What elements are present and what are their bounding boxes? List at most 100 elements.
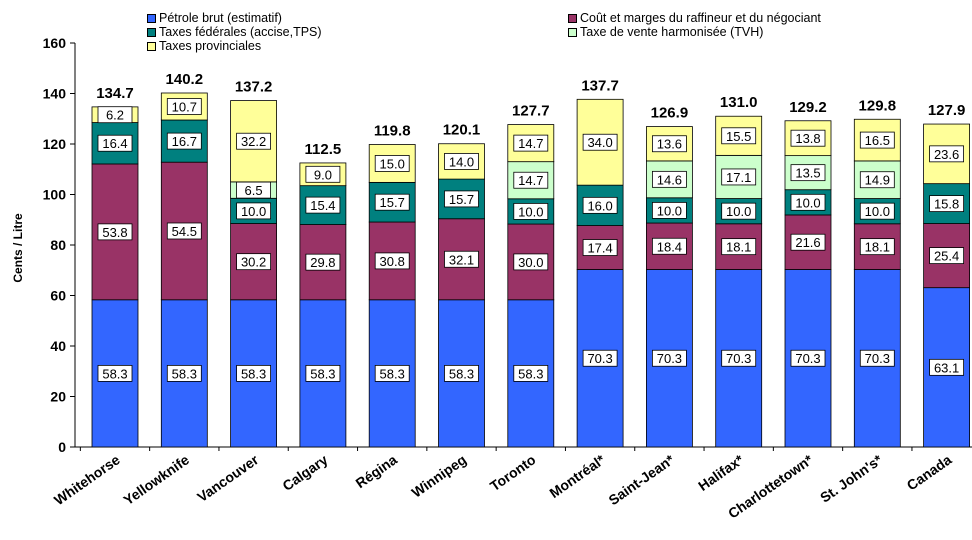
data-label-box <box>859 202 895 220</box>
data-label-box <box>721 202 757 220</box>
data-label-box <box>721 238 757 256</box>
data-label-box <box>721 127 757 145</box>
data-label: 9.0 <box>314 167 332 182</box>
data-label: 30.8 <box>380 254 405 269</box>
data-label-box <box>236 181 272 199</box>
data-label-box <box>721 349 757 367</box>
data-label-box <box>859 238 895 256</box>
legend-label-provincial: Taxes provinciales <box>159 39 262 53</box>
y-tick-label: 100 <box>43 187 67 203</box>
data-label-box <box>929 358 964 376</box>
data-label-box <box>929 195 964 212</box>
data-label: 70.3 <box>657 351 682 366</box>
total-label: 131.0 <box>720 94 758 111</box>
data-label: 16.7 <box>172 134 197 149</box>
data-label: 58.3 <box>380 366 405 381</box>
data-label-box <box>859 171 895 189</box>
legend-label-hst: Taxe de vente harmonisée (TVH) <box>580 25 764 39</box>
data-label: 18.1 <box>865 240 890 255</box>
data-label: 34.0 <box>587 135 612 150</box>
total-label: 127.7 <box>512 103 550 120</box>
data-label-box <box>166 98 202 115</box>
x-tick-label: Toronto <box>487 451 539 494</box>
legend-swatch-refiner <box>568 13 577 23</box>
data-label: 15.0 <box>380 156 405 171</box>
legend-label-federal: Taxes fédérales (accise,TPS) <box>159 25 322 39</box>
data-label: 30.2 <box>241 255 266 270</box>
data-label: 53.8 <box>102 225 127 240</box>
data-label: 17.4 <box>587 241 612 256</box>
data-label: 14.7 <box>518 136 543 151</box>
legend-swatch-provincial <box>147 41 156 51</box>
total-label: 127.9 <box>928 102 966 119</box>
data-label-box <box>97 364 133 382</box>
data-label: 30.0 <box>518 255 543 270</box>
data-label: 15.7 <box>380 195 405 210</box>
x-tick-label: St. John's* <box>817 451 885 506</box>
legend-item-provincial: Taxes provinciales <box>147 39 261 53</box>
data-label: 10.0 <box>241 204 266 219</box>
data-label-box <box>444 190 479 208</box>
total-label: 129.2 <box>789 99 827 116</box>
data-label-box <box>236 253 272 271</box>
data-label: 10.0 <box>726 204 751 219</box>
data-label: 14.0 <box>449 154 474 169</box>
data-label-box <box>305 196 341 214</box>
y-tick-label: 20 <box>50 389 66 405</box>
data-label: 16.0 <box>587 198 612 213</box>
data-label-box <box>236 364 272 382</box>
data-label: 10.0 <box>518 204 543 219</box>
legend-item-hst: Taxe de vente harmonisée (TVH) <box>568 25 763 39</box>
data-label: 6.5 <box>245 183 263 198</box>
x-tick-label: Saint-Jean* <box>605 451 677 508</box>
total-label: 129.8 <box>859 97 897 114</box>
data-label-box <box>97 223 133 241</box>
data-label-box <box>513 171 549 189</box>
data-label: 58.3 <box>310 366 335 381</box>
data-label: 70.3 <box>726 351 751 366</box>
data-label: 16.5 <box>865 133 890 148</box>
data-label-box <box>790 164 826 182</box>
data-label-box <box>652 170 687 188</box>
data-label-box <box>582 196 618 214</box>
data-label: 18.4 <box>657 239 682 254</box>
data-label-box <box>513 364 549 382</box>
data-label: 6.2 <box>106 108 124 123</box>
data-label: 10.0 <box>795 195 820 210</box>
data-label-box <box>929 145 964 163</box>
data-label-box <box>513 253 549 271</box>
data-label-box <box>374 364 410 382</box>
data-label: 10.7 <box>172 100 197 115</box>
data-label: 54.5 <box>172 224 197 239</box>
data-label-box <box>166 364 202 382</box>
total-label: 140.2 <box>166 71 204 88</box>
data-label: 15.5 <box>726 129 751 144</box>
x-tick-label: Montréal* <box>546 451 608 501</box>
y-tick-label: 60 <box>50 288 66 304</box>
data-label: 13.8 <box>795 131 820 146</box>
data-label: 23.6 <box>934 147 959 162</box>
data-label-box <box>374 155 410 172</box>
legend-item-federal: Taxes fédérales (accise,TPS) <box>147 25 322 39</box>
legend-label-crude: Pétrole brut (estimatif) <box>159 11 282 25</box>
y-tick-label: 80 <box>50 237 66 253</box>
total-label: 137.2 <box>235 79 273 96</box>
x-tick-label: Régina <box>352 451 400 491</box>
data-label: 70.3 <box>865 351 890 366</box>
data-label-box <box>859 131 895 149</box>
data-label: 21.6 <box>795 235 820 250</box>
data-label-box <box>582 239 618 256</box>
legend-swatch-crude <box>147 13 156 23</box>
y-axis-title: Cents / Litre <box>11 213 25 283</box>
legend-swatch-hst <box>568 27 577 37</box>
data-label: 14.7 <box>518 173 543 188</box>
data-label-box <box>652 237 687 255</box>
x-tick-label: Yellowknife <box>120 451 192 508</box>
data-label: 58.3 <box>518 366 543 381</box>
y-tick-label: 120 <box>43 136 67 152</box>
total-label: 120.1 <box>443 122 481 139</box>
data-label: 29.8 <box>310 255 335 270</box>
data-label: 58.3 <box>102 366 127 381</box>
data-label: 18.1 <box>726 240 751 255</box>
